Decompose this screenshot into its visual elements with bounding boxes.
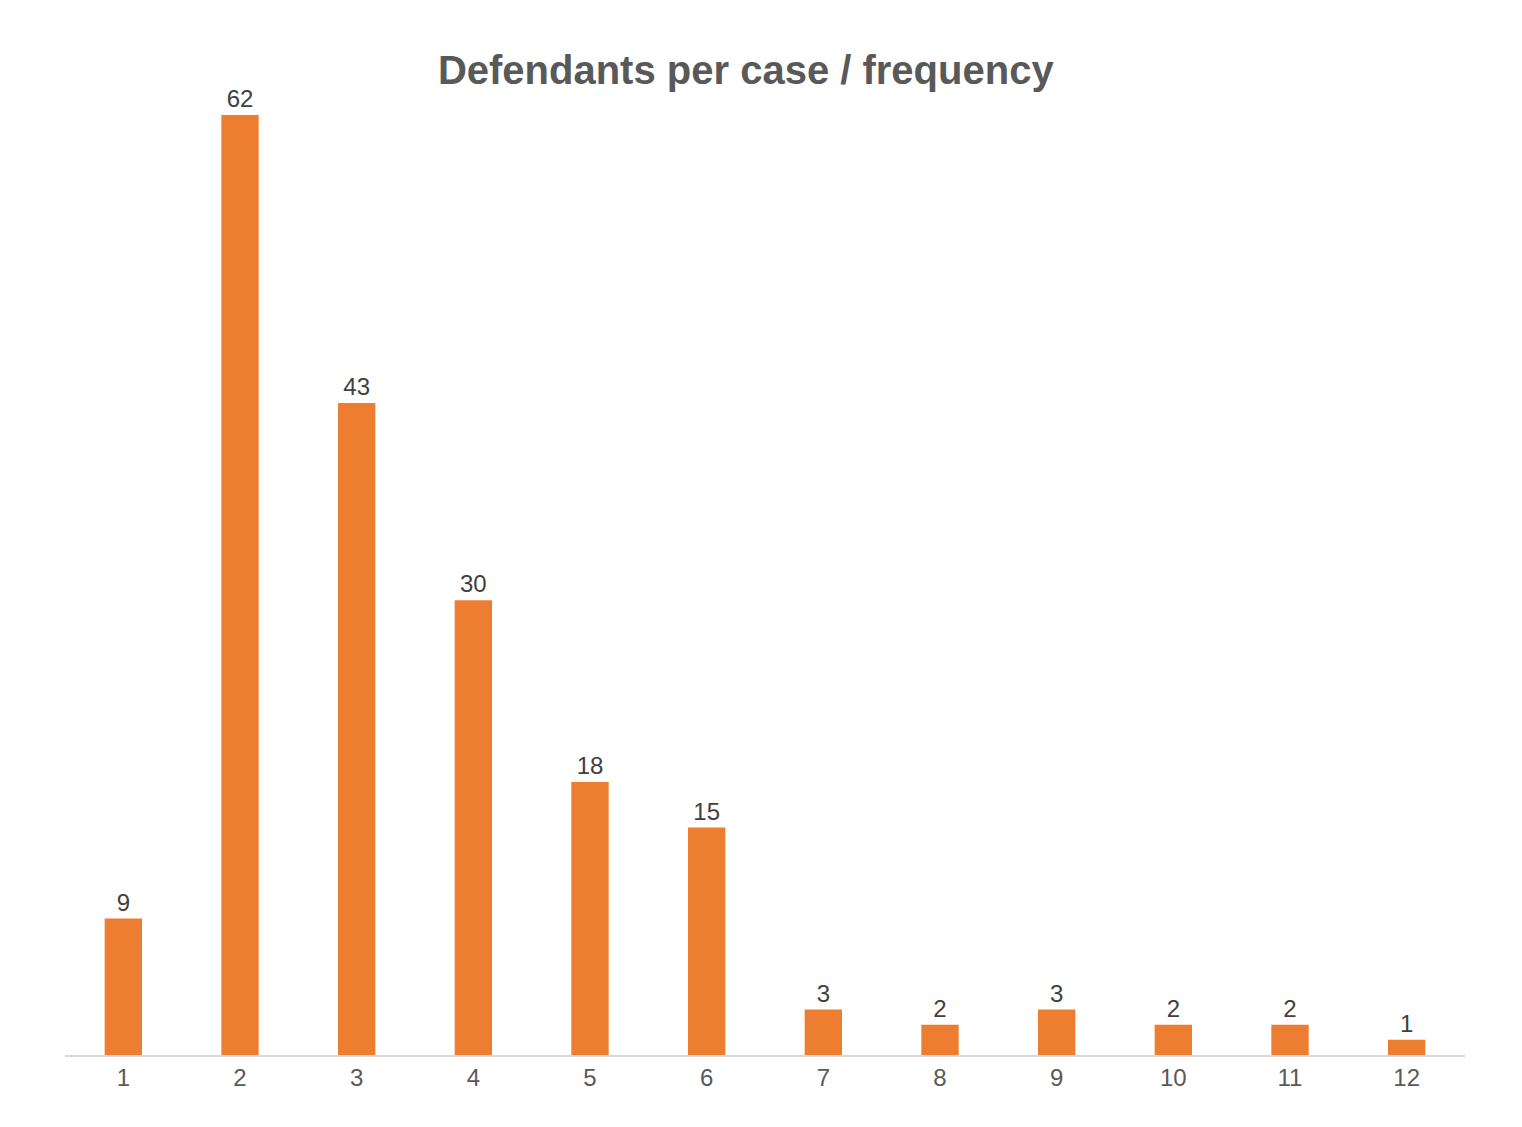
svg-text:2: 2: [1283, 995, 1296, 1022]
svg-text:12: 12: [1393, 1064, 1420, 1091]
svg-text:3: 3: [817, 980, 830, 1007]
svg-text:11: 11: [1278, 1064, 1303, 1091]
svg-text:1: 1: [117, 1064, 130, 1091]
svg-text:2: 2: [1167, 995, 1180, 1022]
svg-text:9: 9: [117, 889, 130, 916]
svg-text:18: 18: [577, 752, 604, 779]
svg-text:4: 4: [467, 1064, 480, 1091]
svg-text:5: 5: [583, 1064, 596, 1091]
svg-text:2: 2: [933, 995, 946, 1022]
svg-text:10: 10: [1160, 1064, 1187, 1091]
svg-text:3: 3: [1050, 980, 1063, 1007]
svg-text:30: 30: [460, 570, 487, 597]
svg-text:8: 8: [933, 1064, 946, 1091]
svg-text:9: 9: [1050, 1064, 1063, 1091]
svg-text:1: 1: [1400, 1010, 1413, 1037]
svg-text:7: 7: [817, 1064, 830, 1091]
svg-text:15: 15: [693, 798, 720, 825]
svg-text:43: 43: [343, 373, 370, 400]
svg-text:62: 62: [227, 85, 254, 112]
svg-text:6: 6: [700, 1064, 713, 1091]
svg-text:2: 2: [233, 1064, 246, 1091]
svg-text:Defendants per case / frequenc: Defendants per case / frequency: [438, 48, 1055, 92]
svg-text:3: 3: [350, 1064, 363, 1091]
